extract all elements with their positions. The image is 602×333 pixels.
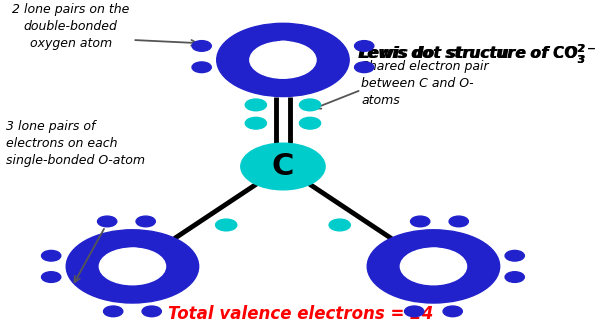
Circle shape [355, 62, 374, 73]
Circle shape [136, 216, 155, 227]
Circle shape [505, 272, 524, 282]
Circle shape [216, 219, 237, 231]
Circle shape [241, 143, 325, 190]
Circle shape [99, 248, 166, 285]
Circle shape [42, 250, 61, 261]
Text: 3 lone pairs of
electrons on each
single-bonded O-atom: 3 lone pairs of electrons on each single… [6, 120, 145, 167]
Text: Total valence electrons = 24: Total valence electrons = 24 [169, 305, 433, 323]
Circle shape [104, 306, 123, 317]
Text: $\bfit{Lewis\ dot\ structure\ of\ CO_3^{2-}}$: $\bfit{Lewis\ dot\ structure\ of\ CO_3^{… [359, 43, 596, 67]
Circle shape [66, 230, 199, 303]
Circle shape [405, 306, 424, 317]
Circle shape [245, 99, 267, 111]
Text: C: C [272, 152, 294, 181]
Circle shape [411, 216, 430, 227]
Circle shape [250, 42, 316, 78]
Circle shape [329, 219, 350, 231]
Circle shape [299, 99, 321, 111]
Circle shape [367, 230, 500, 303]
Circle shape [355, 41, 374, 51]
Text: O: O [116, 247, 149, 285]
Circle shape [192, 41, 211, 51]
Circle shape [42, 272, 61, 282]
Circle shape [299, 117, 321, 129]
Circle shape [245, 117, 267, 129]
Text: O: O [417, 247, 450, 285]
Circle shape [400, 248, 467, 285]
Circle shape [505, 250, 524, 261]
Circle shape [142, 306, 161, 317]
Text: Lewis dot structure of $\mathbf{CO_3^{2-}}$: Lewis dot structure of $\mathbf{CO_3^{2-… [357, 43, 596, 67]
Circle shape [449, 216, 468, 227]
Circle shape [443, 306, 462, 317]
Circle shape [217, 23, 349, 97]
Circle shape [192, 62, 211, 73]
Text: Shared electron pair
between C and O-
atoms: Shared electron pair between C and O- at… [361, 60, 489, 107]
Text: 2 lone pairs on the
double-bonded
oxygen atom: 2 lone pairs on the double-bonded oxygen… [12, 3, 129, 50]
Circle shape [98, 216, 117, 227]
Text: O: O [267, 41, 299, 79]
